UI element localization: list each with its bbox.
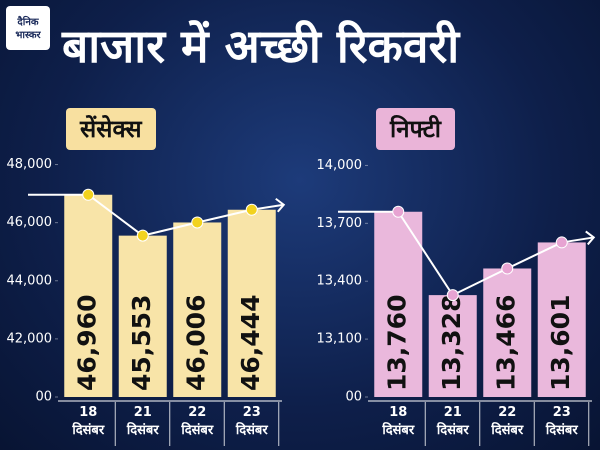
bar xyxy=(64,194,113,397)
y-tick-label: 48,000 xyxy=(7,157,53,172)
y-tick-label: 00 xyxy=(345,390,362,405)
y-tick-label: 42,000 xyxy=(7,331,53,346)
headline: बाजार में अच्छी रिकवरी xyxy=(62,19,460,73)
chart-title: निफ्टी xyxy=(376,108,455,150)
x-tick-label: 21 दिसंबर xyxy=(126,405,159,438)
y-tick-label: 13,400 xyxy=(317,274,363,289)
marker xyxy=(392,205,405,218)
marker xyxy=(555,236,568,249)
bar xyxy=(428,295,477,397)
marker xyxy=(245,203,258,216)
arrow-head xyxy=(275,197,286,213)
y-tick-label: 46,000 xyxy=(7,215,53,230)
value-label: 46,006 xyxy=(181,295,210,391)
marker xyxy=(82,188,95,201)
x-tick-label: 23 दिसंबर xyxy=(545,405,578,438)
bar xyxy=(173,222,222,397)
value-label: 46,444 xyxy=(236,295,265,391)
marker xyxy=(446,289,459,302)
value-label: 13,466 xyxy=(491,295,520,391)
bar xyxy=(227,209,276,397)
trend-line xyxy=(87,193,252,237)
chart-title: सेंसेक्स xyxy=(66,108,156,150)
bar xyxy=(374,211,423,397)
bar xyxy=(118,235,167,397)
x-tick-label: 22 दिसंबर xyxy=(491,405,524,438)
value-label: 46,960 xyxy=(72,295,101,391)
trend-line xyxy=(397,211,563,297)
value-label: 13,328 xyxy=(437,295,466,391)
y-tick-label: 00 xyxy=(35,390,52,405)
y-tick-label: 13,100 xyxy=(317,332,363,347)
value-label: 13,760 xyxy=(382,295,411,391)
marker xyxy=(501,262,514,275)
x-tick-label: 23 दिसंबर xyxy=(235,405,268,438)
x-tick-label: 18 दिसंबर xyxy=(72,405,105,438)
y-tick-label: 44,000 xyxy=(7,273,53,288)
y-tick-label: 14,000 xyxy=(317,158,363,173)
y-tick-label: 13,700 xyxy=(317,216,363,231)
arrow-head xyxy=(585,230,596,246)
bar xyxy=(537,242,586,397)
value-label: 13,601 xyxy=(546,295,575,391)
x-tick-label: 21 दिसंबर xyxy=(436,405,469,438)
marker xyxy=(136,229,149,242)
x-tick-label: 18 दिसंबर xyxy=(382,405,415,438)
bar xyxy=(483,268,532,397)
brand-logo: दैनिक भास्कर xyxy=(6,6,50,50)
x-tick-label: 22 दिसंबर xyxy=(181,405,214,438)
marker xyxy=(191,216,204,229)
value-label: 45,553 xyxy=(127,295,156,391)
